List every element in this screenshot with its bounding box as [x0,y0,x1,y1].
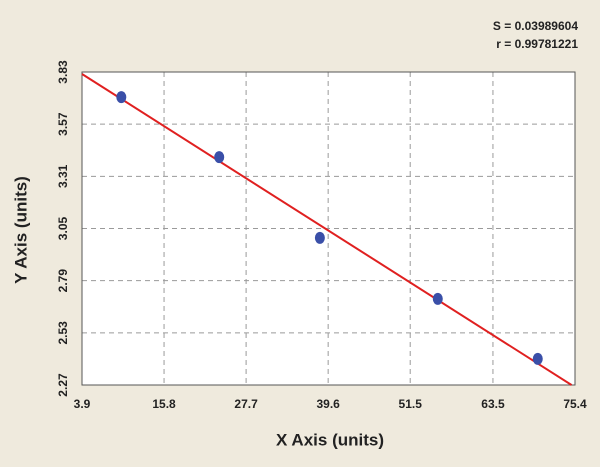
y-tick-label: 3.83 [56,60,70,84]
y-tick-label: 2.27 [56,373,70,397]
annotation: S = 0.03989604 [493,19,578,33]
data-point [532,352,543,365]
annotation: r = 0.99781221 [496,37,578,51]
data-point [214,151,225,164]
y-tick-label: 3.31 [56,164,70,188]
y-tick-label: 2.53 [56,321,70,345]
y-tick-label: 3.05 [56,216,70,240]
x-axis-title: X Axis (units) [276,430,384,449]
data-point [432,292,443,305]
plot-border [81,71,576,386]
x-tick-label: 63.5 [481,397,505,411]
x-tick-label: 51.5 [399,397,423,411]
x-tick-label: 15.8 [152,397,176,411]
x-tick-label: 39.6 [316,397,340,411]
x-tick-label: 75.4 [563,397,587,411]
x-tick-label: 27.7 [234,397,258,411]
data-point [314,231,325,244]
x-tick-label: 3.9 [74,397,91,411]
y-axis-title: Y Axis (units) [11,176,30,284]
y-tick-label: 3.57 [56,112,70,136]
data-point [116,91,127,104]
y-tick-label: 2.79 [56,269,70,293]
fit-line [81,73,573,386]
